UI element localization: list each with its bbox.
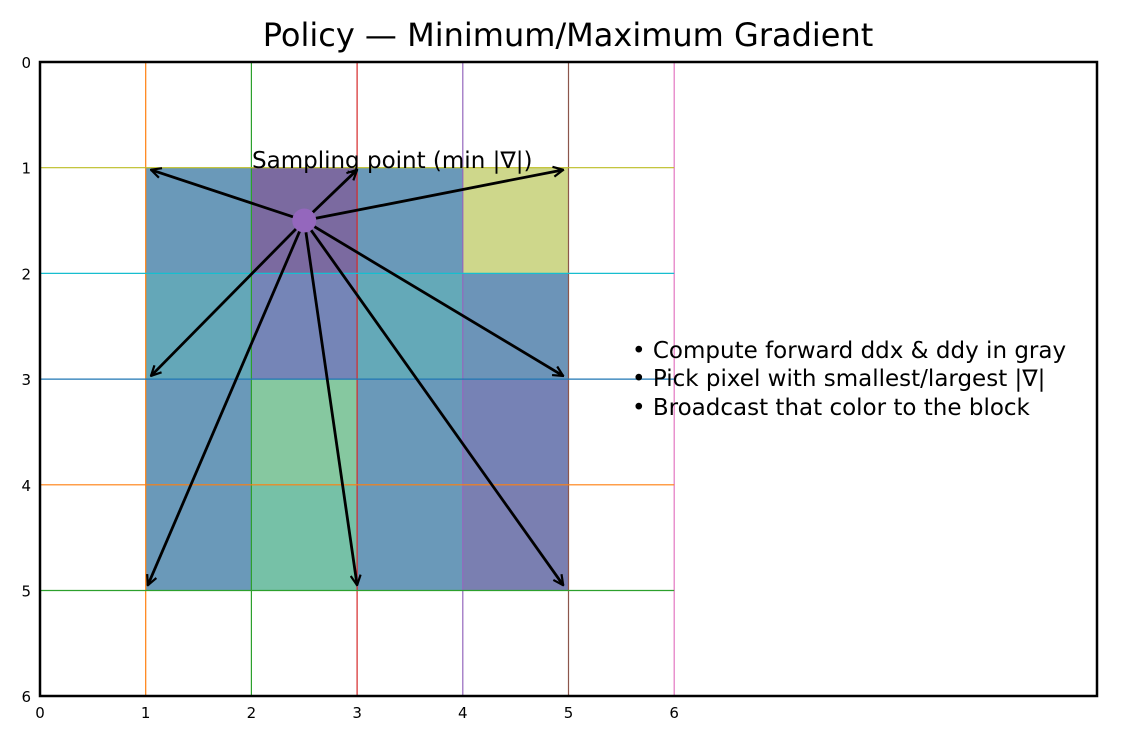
block-cell bbox=[251, 273, 358, 380]
gradient-arrow bbox=[303, 219, 563, 586]
note-line: • Compute forward ddx & ddy in gray bbox=[632, 338, 1066, 364]
gradient-arrow bbox=[151, 170, 305, 222]
y-tick-label: 6 bbox=[21, 688, 31, 706]
x-tick-label: 4 bbox=[458, 704, 468, 722]
block-cell bbox=[357, 379, 463, 485]
x-tick-label: 5 bbox=[564, 704, 574, 722]
sampling-point-layer bbox=[292, 208, 317, 233]
gradient-arrow bbox=[303, 170, 357, 222]
axes-frame bbox=[38, 60, 1099, 698]
block-cell bbox=[145, 484, 252, 591]
block-cell bbox=[251, 484, 358, 591]
x-tick-label: 3 bbox=[352, 704, 362, 722]
y-tick-label: 4 bbox=[21, 477, 31, 495]
sampling-point-marker bbox=[292, 208, 317, 233]
block-cell bbox=[357, 484, 463, 591]
x-tick-label: 0 bbox=[35, 704, 45, 722]
y-axis-ticks: 0 1 2 3 4 5 6 bbox=[21, 54, 31, 706]
block-cell bbox=[462, 379, 569, 485]
block-cell bbox=[357, 167, 463, 274]
gradient-arrow bbox=[302, 220, 357, 586]
diagram-title: Policy — Minimum/Maximum Gradient bbox=[263, 16, 874, 54]
block-cell bbox=[357, 273, 463, 380]
y-tick-label: 2 bbox=[21, 265, 31, 283]
gradient-arrow bbox=[303, 219, 563, 376]
arrow-layer bbox=[148, 170, 563, 585]
y-tick-label: 0 bbox=[21, 54, 31, 72]
y-tick-label: 3 bbox=[21, 371, 31, 389]
x-axis-ticks: 0 1 2 3 4 5 6 bbox=[35, 704, 679, 722]
grid-line-layer bbox=[40, 62, 675, 697]
x-tick-label: 6 bbox=[669, 704, 679, 722]
note-line: • Broadcast that color to the block bbox=[632, 395, 1031, 421]
y-tick-label: 1 bbox=[21, 160, 31, 178]
y-tick-label: 5 bbox=[21, 583, 31, 601]
x-tick-label: 2 bbox=[247, 704, 257, 722]
notes-block: • Compute forward ddx & ddy in gray • Pi… bbox=[632, 338, 1066, 421]
gradient-arrow bbox=[151, 219, 306, 376]
block-cell bbox=[462, 167, 569, 274]
sampling-point-label: Sampling point (min |∇|) bbox=[252, 148, 532, 174]
gradient-arrow bbox=[303, 170, 563, 222]
note-line: • Pick pixel with smallest/largest |∇| bbox=[632, 366, 1045, 392]
block-cell bbox=[145, 167, 252, 274]
x-tick-label: 1 bbox=[141, 704, 151, 722]
gradient-arrow bbox=[148, 219, 306, 586]
block-cell bbox=[462, 484, 569, 591]
